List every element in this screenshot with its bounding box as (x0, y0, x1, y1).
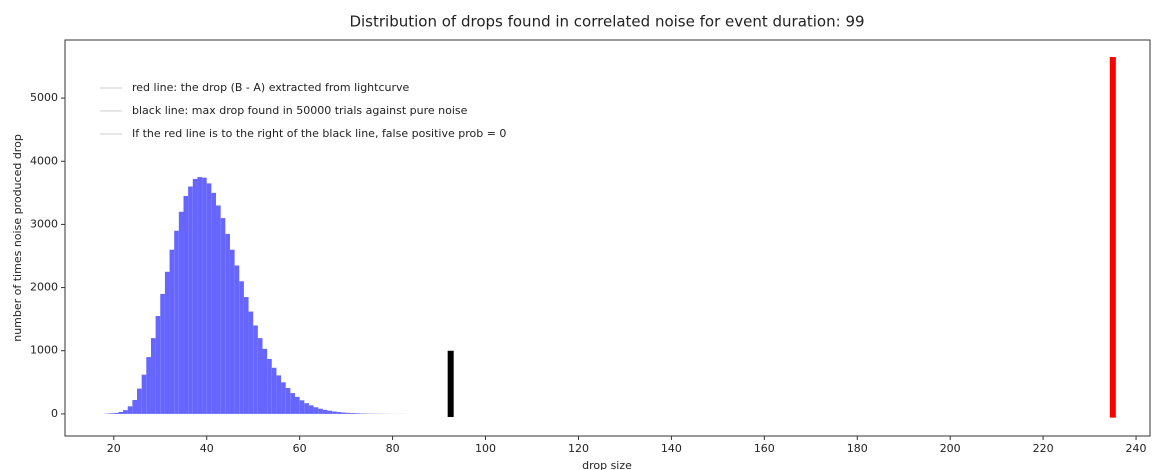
histogram-bar (150, 338, 156, 414)
x-tick-label: 100 (475, 442, 496, 455)
histogram-bar (253, 325, 258, 414)
histogram-bar (197, 177, 203, 414)
x-tick-label: 160 (754, 442, 775, 455)
histogram-bar (192, 178, 198, 414)
y-axis-label: number of times noise produced drop (11, 134, 24, 342)
histogram-bar (206, 183, 212, 414)
histogram-bar (281, 382, 286, 414)
histogram-bar (318, 408, 323, 414)
histogram-bar (313, 407, 319, 414)
histogram-bar (322, 409, 328, 414)
x-tick-label: 240 (1126, 442, 1147, 455)
x-axis-label: drop size (582, 459, 632, 470)
histogram-bar (234, 265, 240, 414)
histogram-bar (155, 316, 161, 414)
histogram-bar (123, 410, 128, 414)
x-tick-label: 200 (940, 442, 961, 455)
histogram-bar (174, 230, 179, 414)
x-tick-label: 220 (1033, 442, 1054, 455)
histogram-bar (332, 411, 337, 414)
histogram-bar (164, 271, 170, 414)
x-tick-label: 60 (293, 442, 307, 455)
histogram-bar (304, 403, 309, 414)
histogram-bar (355, 413, 361, 414)
histogram-bar (113, 412, 119, 414)
histogram-bar (262, 348, 268, 414)
histogram-bar (267, 358, 272, 414)
histogram-bar (327, 410, 333, 414)
histogram-bar (183, 196, 189, 414)
histogram-bar (229, 249, 235, 414)
x-tick-label: 20 (107, 442, 121, 455)
histogram-bar (118, 412, 124, 414)
y-tick-label: 2000 (30, 281, 58, 294)
x-tick-label: 40 (200, 442, 214, 455)
histogram-bar (248, 311, 254, 414)
histogram-bar (178, 211, 184, 414)
histogram-bar (202, 177, 207, 414)
x-tick-label: 140 (661, 442, 682, 455)
histogram-bar (346, 412, 351, 414)
y-tick-label: 5000 (30, 91, 58, 104)
plot-frame (64, 39, 1151, 437)
legend-text: red line: the drop (B - A) extracted fro… (132, 81, 410, 94)
histogram-bar (225, 233, 230, 414)
y-tick-label: 3000 (30, 217, 58, 230)
histogram-bar (350, 413, 356, 414)
histogram-bar (216, 205, 221, 414)
histogram-bar (146, 357, 151, 414)
x-tick-label: 180 (847, 442, 868, 455)
histogram-bar (285, 388, 291, 414)
histogram-bar (188, 186, 193, 414)
histogram-bar (239, 281, 244, 414)
x-tick-label: 120 (568, 442, 589, 455)
histogram-bar (141, 374, 147, 414)
histogram-bar (137, 388, 142, 414)
histogram-bar (257, 338, 263, 414)
histogram-bar (169, 249, 175, 414)
histogram-bar (341, 412, 347, 414)
histogram-bar (271, 367, 277, 414)
histogram-bar (299, 400, 305, 414)
histogram-bar (220, 218, 226, 414)
histogram-bar (295, 396, 300, 414)
histogram-bar (336, 412, 342, 414)
histogram-bar (290, 393, 296, 414)
histogram-bar (308, 405, 314, 414)
legend-text: If the red line is to the right of the b… (132, 127, 506, 140)
histogram-bar (127, 406, 133, 414)
histogram-bar (211, 192, 217, 414)
x-tick-label: 80 (386, 442, 400, 455)
histogram-bar (132, 400, 138, 414)
legend-text: black line: max drop found in 50000 tria… (132, 104, 468, 117)
y-tick-label: 4000 (30, 154, 58, 167)
histogram-bar (160, 293, 165, 414)
histogram-bar (243, 297, 249, 414)
y-tick-label: 0 (51, 407, 58, 420)
histogram-bar (276, 375, 282, 414)
histogram-bar (109, 413, 114, 414)
y-tick-label: 1000 (30, 344, 58, 357)
chart-title: Distribution of drops found in correlate… (349, 13, 864, 31)
